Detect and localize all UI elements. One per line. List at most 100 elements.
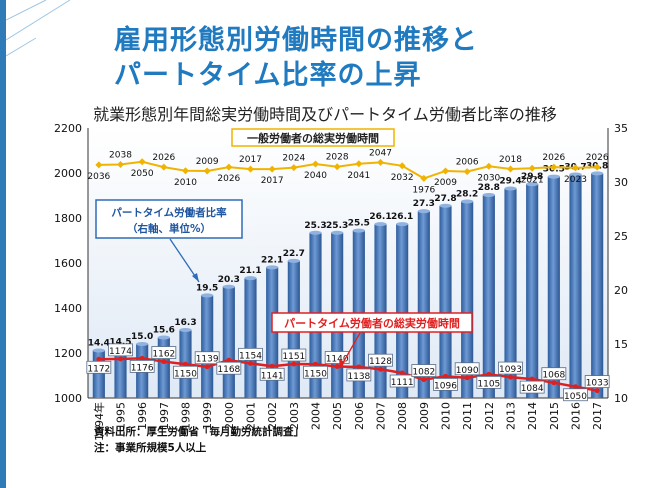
- bar-value-label: 25.5: [348, 219, 370, 229]
- parttime-hours-value-label: 1172: [87, 364, 110, 374]
- x-tick-label: 2004: [310, 402, 323, 430]
- bar-cap: [244, 276, 257, 281]
- general-hours-marker: [355, 160, 363, 168]
- bar: [547, 176, 560, 398]
- parttime-ratio-legend-unit: （右軸、単位%）: [127, 222, 211, 235]
- bar: [461, 201, 474, 398]
- bar: [222, 286, 235, 398]
- bar-value-label: 26.1: [391, 212, 413, 222]
- bar-cap: [287, 258, 300, 263]
- bar-cap: [482, 192, 495, 197]
- x-tick-label: 2011: [461, 402, 474, 430]
- bar: [244, 278, 257, 398]
- x-tick-label: 2001: [245, 402, 258, 430]
- parttime-ratio-legend-box: [95, 199, 243, 239]
- parttime-hours-label-box: [476, 375, 502, 389]
- bar-cap: [309, 230, 322, 235]
- x-tick-label: 1995: [115, 402, 128, 430]
- parttime-hours-label-box: [151, 346, 177, 359]
- bar-cap: [461, 199, 474, 204]
- x-tick-label: 2010: [440, 402, 453, 430]
- bar-value-label: 20.3: [218, 275, 240, 285]
- general-hours-value-label: 2028: [326, 153, 349, 163]
- parttime-hours-label-box: [584, 375, 610, 388]
- parttime-hours-label-box: [281, 348, 307, 362]
- right-axis-tick-label: 15: [614, 338, 628, 351]
- parttime-hours-value-label: 1090: [456, 366, 479, 376]
- parttime-hours-value-label: 1176: [131, 363, 154, 373]
- parttime-hours-line: [98, 357, 598, 392]
- parttime-hours-value-label: 1154: [239, 351, 262, 361]
- bar-value-label: 22.7: [283, 249, 305, 259]
- general-hours-marker: [95, 161, 103, 169]
- slide-title-line1: 雇用形態別労働時間の推移と: [114, 25, 478, 56]
- general-hours-marker: [247, 165, 254, 173]
- parttime-hours-value-label: 1128: [369, 357, 392, 367]
- parttime-hours-marker: [573, 384, 578, 390]
- parttime-hours-value-label: 1162: [152, 350, 175, 360]
- general-hours-marker: [398, 162, 406, 170]
- general-hours-marker: [463, 168, 471, 176]
- general-hours-value-label: 2032: [391, 173, 414, 183]
- bar: [417, 211, 430, 398]
- parttime-hours-label-box: [303, 365, 328, 379]
- parttime-hours-marker: [118, 356, 123, 362]
- general-hours-marker: [528, 164, 536, 172]
- parttime-hours-leader-arrow: [339, 359, 345, 368]
- general-hours-marker: [507, 165, 514, 173]
- right-axis-tick-label: 10: [614, 392, 628, 405]
- general-hours-value-label: 2050: [131, 169, 154, 179]
- bar: [114, 349, 127, 398]
- parttime-hours-marker: [226, 357, 232, 363]
- general-hours-value-label: 2009: [196, 157, 219, 167]
- general-hours-marker: [203, 167, 211, 175]
- x-tick-label: 2014: [526, 402, 539, 430]
- parttime-hours-value-label: 1174: [109, 347, 132, 357]
- parttime-hours-label-box: [411, 364, 437, 377]
- general-hours-value-label: 2026: [152, 153, 175, 163]
- parttime-hours-marker: [269, 363, 275, 369]
- bar-cap: [179, 327, 192, 332]
- x-tick-label: 2012: [483, 402, 496, 430]
- x-tick-label: 1997: [158, 402, 171, 430]
- general-hours-marker: [160, 163, 168, 171]
- parttime-hours-label-box: [194, 351, 220, 365]
- x-tick-label: 1996: [136, 402, 149, 430]
- bar-cap: [439, 203, 452, 208]
- right-axis-tick-label: 25: [614, 230, 628, 243]
- general-hours-marker: [442, 167, 449, 175]
- bar-value-label: 15.6: [153, 326, 175, 336]
- parttime-hours-label-box: [389, 374, 415, 388]
- left-axis-tick-label: 2200: [54, 122, 82, 135]
- bar-cap: [92, 348, 105, 353]
- general-hours-value-label: 2023: [564, 175, 587, 185]
- parttime-hours-value-label: 1068: [542, 371, 565, 381]
- general-hours-value-label: 2018: [499, 155, 522, 165]
- parttime-hours-value-label: 1139: [196, 355, 219, 365]
- bar-cap: [417, 209, 430, 214]
- parttime-hours-marker: [551, 380, 557, 386]
- general-hours-value-label: 2036: [87, 172, 110, 182]
- general-hours-value-label: 2041: [347, 171, 370, 181]
- bar: [482, 194, 495, 398]
- general-hours-value-label: 2026: [586, 153, 609, 163]
- parttime-hours-label-box: [108, 343, 133, 357]
- general-hours-line: [98, 160, 598, 180]
- parttime-hours-value-label: 1151: [282, 352, 305, 362]
- parttime-hours-marker: [334, 364, 340, 369]
- x-tick-label: 2016: [570, 402, 583, 430]
- x-tick-label: 2017: [591, 402, 604, 430]
- parttime-hours-value-label: 1111: [391, 378, 414, 388]
- left-axis-tick-label: 1400: [54, 302, 82, 315]
- x-tick-label: 2002: [266, 402, 279, 430]
- general-hours-marker: [550, 163, 558, 171]
- corner-decoration: [6, 0, 71, 57]
- general-hours-value-label: 2017: [261, 176, 284, 186]
- bar-cap: [157, 335, 170, 340]
- bar-value-label: 27.3: [413, 199, 435, 209]
- general-hours-value-label: 1976: [412, 185, 435, 195]
- bar-value-label: 26.1: [369, 212, 391, 222]
- left-axis-tick-label: 2000: [54, 167, 82, 180]
- parttime-hours-value-label: 1150: [304, 369, 327, 379]
